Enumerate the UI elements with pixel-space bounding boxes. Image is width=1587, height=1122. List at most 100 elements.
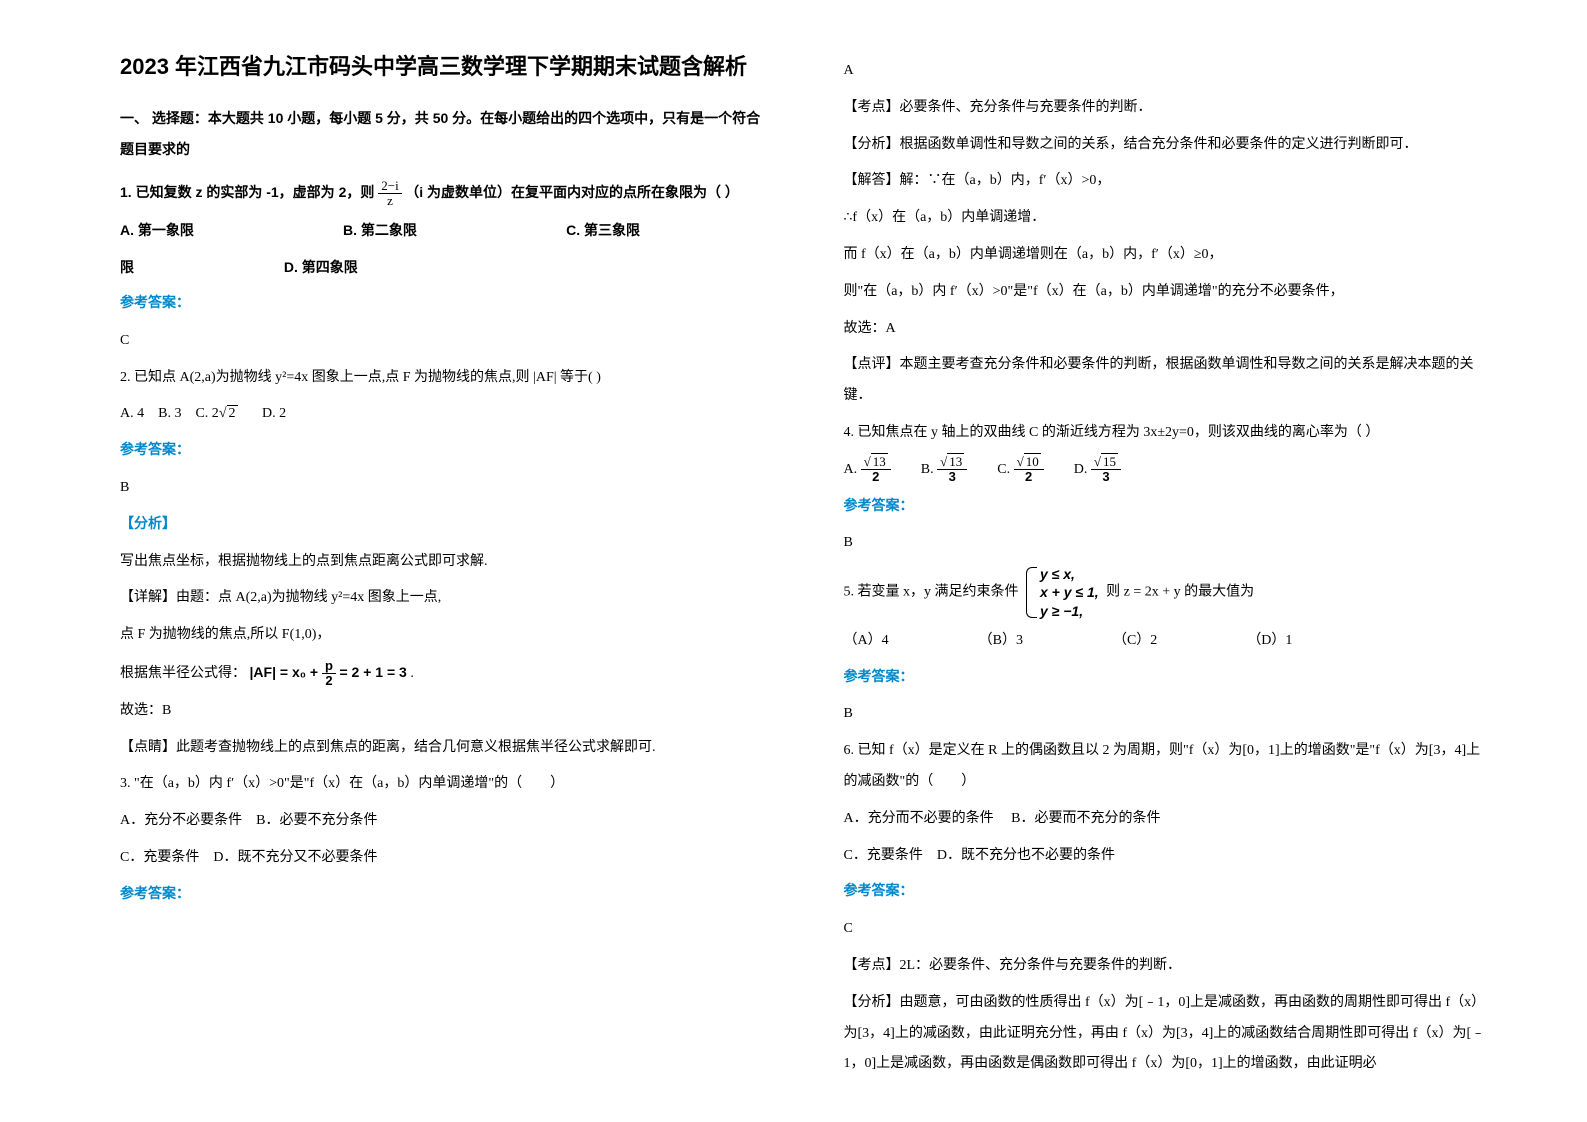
q4-c-label: C. xyxy=(997,462,1010,477)
q6-opt-c: C．充要条件 xyxy=(844,848,923,863)
q5-opt-d: （D）1 xyxy=(1247,626,1292,657)
q3-jd3: 而 f（x）在（a，b）内单调递增则在（a，b）内，f′（x）≥0， xyxy=(844,240,1488,271)
q1-options-row2: 限 D. 第四象限 xyxy=(120,252,764,283)
q2-detail3: 根据焦半径公式得： |AF| = x₀ + p 2 = 2 + 1 = 3 . xyxy=(120,657,764,690)
q1-opt-b: B. 第二象限 xyxy=(343,215,417,246)
q6-options-row1: A．充分而不必要的条件 B．必要而不充分的条件 xyxy=(844,804,1488,835)
q3-opt-c: C．充要条件 xyxy=(120,850,199,865)
q2-analysis-label: 【分析】 xyxy=(120,510,764,541)
q3-jd1: 【解答】解：∵在（a，b）内，f′（x）>0， xyxy=(844,166,1488,197)
q5-stem: 5. 若变量 x，y 满足约束条件 y ≤ x, x + y ≤ 1, y ≥ … xyxy=(844,565,1488,620)
q4-b-label: B. xyxy=(921,462,934,477)
q3-options-row1: A．充分不必要条件 B．必要不充分条件 xyxy=(120,806,764,837)
q6-opt-a: A．充分而不必要的条件 xyxy=(844,811,994,826)
q4-opt-d: D. 153 xyxy=(1074,455,1121,486)
q2-opt-b: B. 3 xyxy=(158,406,181,421)
q3-fx: 【分析】根据函数单调性和导数之间的关系，结合充分条件和必要条件的定义进行判断即可… xyxy=(844,130,1488,161)
q2-opt-c-label: C. 2 xyxy=(195,406,218,421)
q4-a-den: 2 xyxy=(861,470,891,484)
q2-detail3-right: = 2 + 1 = 3 xyxy=(339,664,406,680)
q3-opt-d: D．既不充分又不必要条件 xyxy=(213,850,377,865)
q3-answer-label: 参考答案： xyxy=(120,880,764,911)
q4-stem: 4. 已知焦点在 y 轴上的双曲线 C 的渐近线方程为 3x±2y=0，则该双曲… xyxy=(844,418,1488,449)
q6-stem: 6. 已知 f（x）是定义在 R 上的偶函数且以 2 为周期，则"f（x）为[0… xyxy=(844,736,1488,798)
q6-options-row2: C．充要条件 D．既不充分也不必要的条件 xyxy=(844,841,1488,872)
q5-system: y ≤ x, x + y ≤ 1, y ≥ −1, xyxy=(1026,565,1099,620)
q2-detail3-frac-den: 2 xyxy=(322,674,336,688)
left-column: 2023 年江西省九江市码头中学高三数学理下学期期末试题含解析 一、 选择题：本… xyxy=(100,50,804,1092)
q3-opt-a: A．充分不必要条件 xyxy=(120,813,242,828)
q1-frac-den: z xyxy=(378,194,401,208)
q3-jd5: 故选：A xyxy=(844,314,1488,345)
q6-opt-b: B．必要而不充分的条件 xyxy=(1011,811,1160,826)
q1-opt-c: C. 第三象限 xyxy=(566,215,640,246)
section-1-header: 一、 选择题：本大题共 10 小题，每小题 5 分，共 50 分。在每小题给出的… xyxy=(120,103,764,165)
q1-text-post: （i 为虚数单位）在复平面内对应的点所在象限为（ ） xyxy=(405,184,739,200)
q2-detail3-pre: 根据焦半径公式得： xyxy=(120,666,246,681)
q5-c2: x + y ≤ 1, xyxy=(1040,583,1099,601)
q5-c1: y ≤ x, xyxy=(1040,565,1099,583)
q6-answer-label: 参考答案： xyxy=(844,877,1488,908)
q6-answer: C xyxy=(844,914,1488,945)
q1-frac-num: 2−i xyxy=(378,179,401,194)
q2-detail2: 点 F 为抛物线的焦点,所以 F(1,0)， xyxy=(120,620,764,651)
q5-answer: B xyxy=(844,699,1488,730)
q5-c3: y ≥ −1, xyxy=(1040,602,1099,620)
q2-stem: 2. 已知点 A(2,a)为抛物线 y²=4x 图象上一点,点 F 为抛物线的焦… xyxy=(120,363,764,394)
q4-c-num: 10 xyxy=(1024,453,1041,469)
q5-post: 则 z = 2x + y 的最大值为 xyxy=(1106,585,1254,600)
q4-a-num: 13 xyxy=(871,453,888,469)
q4-d-den: 3 xyxy=(1091,470,1121,484)
q2-analysis: 写出焦点坐标，根据抛物线上的点到焦点距离公式即可求解. xyxy=(120,547,764,578)
q2-detail3-frac-num: p xyxy=(322,659,336,674)
q3-jd4: 则"在（a，b）内 f′（x）>0"是"f（x）在（a，b）内单调递增"的充分不… xyxy=(844,277,1488,308)
q5-answer-label: 参考答案： xyxy=(844,663,1488,694)
q3-options-row2: C．充要条件 D．既不充分又不必要条件 xyxy=(120,843,764,874)
q5-opt-b: （B）3 xyxy=(979,626,1023,657)
q5-options: （A）4 （B）3 （C）2 （D）1 xyxy=(844,626,1488,657)
q6-fx: 【分析】由题意，可由函数的性质得出 f（x）为[﹣1，0]上是减函数，再由函数的… xyxy=(844,988,1488,1080)
q6-opt-d: D．既不充分也不必要的条件 xyxy=(937,848,1115,863)
q3-dp: 【点评】本题主要考查充分条件和必要条件的判断，根据函数单调性和导数之间的关系是解… xyxy=(844,350,1488,412)
q2-opt-a: A. 4 xyxy=(120,406,144,421)
document-title: 2023 年江西省九江市码头中学高三数学理下学期期末试题含解析 xyxy=(120,50,764,83)
q1-stem: 1. 已知复数 z 的实部为 -1，虚部为 2，则 2−i z （i 为虚数单位… xyxy=(120,177,764,210)
q5-opt-c: （C）2 xyxy=(1113,626,1157,657)
q4-b-num: 13 xyxy=(947,453,964,469)
q2-opt-c-radicand: 2 xyxy=(227,405,238,421)
q1-opt-d: D. 第四象限 xyxy=(284,259,358,275)
q4-b-den: 3 xyxy=(937,470,967,484)
q2-detail3-left: |AF| = x₀ + xyxy=(250,664,323,680)
q1-answer: C xyxy=(120,326,764,357)
q4-d-num: 15 xyxy=(1101,453,1118,469)
q1-fraction: 2−i z xyxy=(378,179,401,209)
q4-d-label: D. xyxy=(1074,462,1088,477)
q2-answer: B xyxy=(120,473,764,504)
q2-review: 【点睛】此题考查抛物线上的点到焦点的距离，结合几何意义根据焦半径公式求解即可. xyxy=(120,733,764,764)
q4-opt-c: C. 102 xyxy=(997,455,1043,486)
q3-kd: 【考点】必要条件、充分条件与充要条件的判断． xyxy=(844,93,1488,124)
right-column: A 【考点】必要条件、充分条件与充要条件的判断． 【分析】根据函数单调性和导数之… xyxy=(804,50,1508,1092)
q3-jd2: ∴f（x）在（a，b）内单调递增． xyxy=(844,203,1488,234)
q2-detail4: 故选：B xyxy=(120,696,764,727)
q4-a-label: A. xyxy=(844,462,858,477)
q3-answer: A xyxy=(844,56,1488,87)
q2-answer-label: 参考答案： xyxy=(120,436,764,467)
q2-opt-c-sqrt: 2 xyxy=(219,399,238,430)
q1-text-pre: 1. 已知复数 z 的实部为 -1，虚部为 2，则 xyxy=(120,184,378,200)
q5-opt-a: （A）4 xyxy=(844,626,889,657)
q1-opt-a: A. 第一象限 xyxy=(120,215,194,246)
q4-opt-b: B. 133 xyxy=(921,455,967,486)
q4-options: A. 132 B. 133 C. 102 D. 153 xyxy=(844,455,1488,486)
q2-options: A. 4 B. 3 C. 22 D. 2 xyxy=(120,399,764,430)
q4-answer: B xyxy=(844,528,1488,559)
q4-opt-a: A. 132 xyxy=(844,455,891,486)
q4-c-den: 2 xyxy=(1014,470,1044,484)
q3-opt-b: B．必要不充分条件 xyxy=(256,813,377,828)
q2-detail3-frac: p 2 xyxy=(322,659,336,689)
q2-detail1: 【详解】由题：点 A(2,a)为抛物线 y²=4x 图象上一点, xyxy=(120,583,764,614)
q6-kd: 【考点】2L：必要条件、充分条件与充要条件的判断． xyxy=(844,951,1488,982)
q3-stem: 3. "在（a，b）内 f′（x）>0"是"f（x）在（a，b）内单调递增"的（… xyxy=(120,769,764,800)
q4-answer-label: 参考答案： xyxy=(844,492,1488,523)
q1-options-row1: A. 第一象限 B. 第二象限 C. 第三象限 xyxy=(120,215,764,246)
